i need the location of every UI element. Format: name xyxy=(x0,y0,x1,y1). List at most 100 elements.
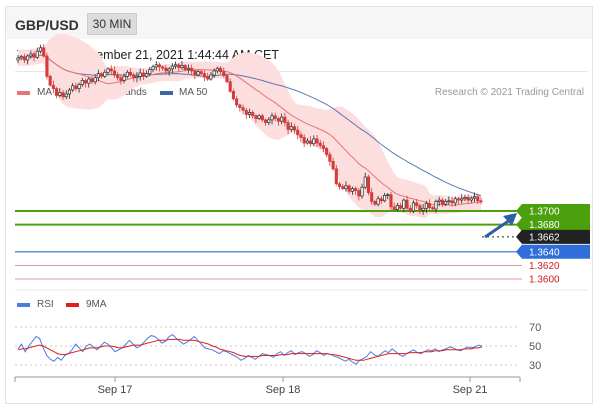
candle-body-126 xyxy=(421,207,425,211)
candle-body-94 xyxy=(318,142,322,147)
candle-body-53 xyxy=(186,67,190,70)
candle-body-86 xyxy=(292,126,297,131)
candle-body-56 xyxy=(196,71,200,76)
candle-body-97 xyxy=(328,154,332,162)
candle-body-131 xyxy=(437,199,441,202)
candle-body-13 xyxy=(58,92,62,96)
rsi-ma-line xyxy=(17,338,483,361)
candle-body-135 xyxy=(450,200,454,204)
ma50-legend-swatch xyxy=(160,91,173,95)
candle-body-11 xyxy=(51,84,55,89)
candle-body-22 xyxy=(87,78,91,84)
level-label-1.3600: 1.3600 xyxy=(529,275,560,286)
candle-body-59 xyxy=(206,76,210,80)
ma9-legend-swatch xyxy=(66,303,79,307)
candle-body-142 xyxy=(473,196,477,199)
candle-body-93 xyxy=(315,138,319,144)
candle-body-119 xyxy=(399,205,403,209)
candle-body-18 xyxy=(74,85,78,89)
x-tick-label-1: Sep 18 xyxy=(266,384,301,396)
candle-body-20 xyxy=(80,80,84,85)
level-label-1.3640: 1.3640 xyxy=(529,247,560,258)
bollinger-band xyxy=(18,33,481,219)
candle-body-83 xyxy=(283,116,287,123)
candle-body-98 xyxy=(331,161,335,170)
candle-body-41 xyxy=(148,69,152,74)
candle-body-6 xyxy=(35,50,39,58)
timeframe-button[interactable]: 30 MIN xyxy=(87,13,137,35)
level-tag-1.3680 xyxy=(516,217,590,232)
candle-body-121 xyxy=(405,199,409,209)
candle-body-63 xyxy=(219,67,223,72)
candle-body-21 xyxy=(83,80,88,84)
candle-body-104 xyxy=(350,188,354,192)
candle-body-115 xyxy=(386,194,390,197)
divider xyxy=(15,71,588,72)
level-tag-1.3700 xyxy=(516,204,590,218)
candle-body-33 xyxy=(122,76,126,81)
candle-body-57 xyxy=(199,71,203,74)
rsi-line xyxy=(17,333,483,365)
candle-body-95 xyxy=(321,145,326,149)
candle-body-113 xyxy=(379,198,383,202)
candle-body-65 xyxy=(225,75,229,83)
candle-body-100 xyxy=(337,183,342,187)
header-bar: GBP/USD 30 MIN xyxy=(6,7,592,39)
candle-body-136 xyxy=(453,198,457,204)
candle-body-15 xyxy=(64,93,68,98)
candle-body-141 xyxy=(469,197,473,201)
candle-body-87 xyxy=(296,129,300,136)
candle-body-28 xyxy=(106,68,110,73)
candle-body-25 xyxy=(96,73,100,79)
candle-body-85 xyxy=(289,126,293,130)
candle-body-36 xyxy=(132,74,136,79)
candle-body-144 xyxy=(479,200,483,203)
candle-body-64 xyxy=(222,71,226,77)
ma9-legend-label: 9MA xyxy=(86,299,107,310)
candle-body-74 xyxy=(254,115,258,119)
candle-body-38 xyxy=(138,72,142,77)
candle-body-26 xyxy=(100,73,104,77)
candle-body-10 xyxy=(48,76,52,86)
candle-body-49 xyxy=(173,64,178,67)
candle-body-99 xyxy=(334,168,338,185)
candle-body-14 xyxy=(61,92,65,98)
candle-body-19 xyxy=(77,84,81,89)
candle-body-112 xyxy=(376,198,380,205)
candle-body-17 xyxy=(71,85,75,91)
candle-body-124 xyxy=(415,202,419,206)
candle-body-47 xyxy=(167,68,171,72)
candle-body-24 xyxy=(93,77,97,83)
candle-body-55 xyxy=(193,70,197,76)
candle-body-106 xyxy=(357,190,361,197)
candle-body-23 xyxy=(90,78,94,83)
level-tag-1.3640 xyxy=(516,244,590,259)
candle-body-42 xyxy=(151,66,155,70)
candle-body-71 xyxy=(244,110,248,115)
candle-body-114 xyxy=(382,195,387,202)
level-tag-1.3662 xyxy=(516,229,590,244)
candle-body-2 xyxy=(22,56,26,61)
candle-body-45 xyxy=(161,66,165,69)
candle-body-3 xyxy=(26,55,30,61)
candle-body-76 xyxy=(260,115,264,121)
symbol-title: GBP/USD xyxy=(15,17,79,33)
candle-body-133 xyxy=(444,201,448,205)
candle-body-117 xyxy=(392,206,396,210)
candle-body-43 xyxy=(154,64,158,68)
candle-body-70 xyxy=(241,107,245,111)
ma50-legend-label: MA 50 xyxy=(179,87,208,98)
candle-body-29 xyxy=(109,68,113,72)
candle-body-138 xyxy=(460,198,464,201)
rsi-tick-70: 70 xyxy=(529,322,541,334)
candle-body-67 xyxy=(231,90,235,100)
candle-body-9 xyxy=(45,55,49,77)
candle-body-61 xyxy=(212,70,216,76)
candle-body-81 xyxy=(276,118,280,122)
candle-body-32 xyxy=(119,77,123,81)
candle-body-125 xyxy=(418,205,422,211)
level-label-1.3662: 1.3662 xyxy=(529,232,560,243)
candle-body-34 xyxy=(125,71,129,77)
level-label-1.3700: 1.3700 xyxy=(529,207,560,218)
